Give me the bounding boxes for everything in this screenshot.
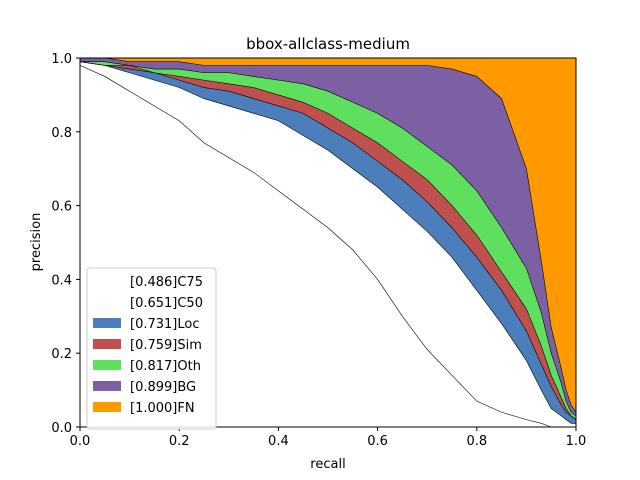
x-tick-label: 0.4 bbox=[268, 434, 289, 449]
x-axis: 0.0 0.2 0.4 0.6 0.8 1.0 bbox=[70, 427, 587, 449]
area-loc bbox=[80, 61, 576, 424]
y-tick-label: 0.8 bbox=[51, 126, 72, 141]
legend-swatch-c50 bbox=[93, 297, 121, 307]
area-bg bbox=[80, 58, 576, 416]
legend-swatch-fn bbox=[93, 402, 121, 412]
y-tick-label: 0.4 bbox=[51, 273, 72, 288]
curve-bg bbox=[80, 57, 577, 413]
legend-swatch-sim bbox=[93, 339, 121, 349]
y-tick-label: 1.0 bbox=[51, 52, 72, 67]
curve-sim bbox=[79, 61, 577, 420]
legend-swatch-loc bbox=[93, 318, 121, 328]
area-sim bbox=[80, 61, 576, 420]
legend-swatch-bg bbox=[93, 381, 121, 391]
y-tick-label: 0.2 bbox=[51, 347, 72, 362]
curve-c50 bbox=[79, 61, 576, 424]
legend-label-loc: [0.731]Loc bbox=[130, 317, 199, 332]
legend-label-fn: [1.000]FN bbox=[130, 401, 195, 416]
curve-oth bbox=[80, 61, 577, 417]
legend-swatch-oth bbox=[93, 360, 121, 370]
y-axis: 0.0 0.2 0.4 0.6 0.8 1.0 bbox=[51, 52, 80, 436]
chart-title: bbox-allclass-medium bbox=[246, 35, 410, 53]
y-axis-label: precision bbox=[29, 213, 44, 272]
legend-label-bg: [0.899]BG bbox=[130, 380, 196, 395]
y-tick-label: 0.0 bbox=[51, 421, 72, 436]
legend-label-c75: [0.486]C75 bbox=[130, 275, 203, 290]
y-tick-label: 0.6 bbox=[51, 200, 72, 215]
legend-swatch-c75 bbox=[93, 276, 121, 286]
curve-loc bbox=[79, 61, 577, 420]
legend-label-c50: [0.651]C50 bbox=[130, 296, 203, 311]
legend: [0.486]C75 [0.651]C50 [0.731]Loc [0.759]Sim… bbox=[86, 267, 217, 430]
area-c50 bbox=[80, 61, 576, 427]
area-fn bbox=[80, 58, 576, 413]
legend-label-oth: [0.817]Oth bbox=[130, 359, 201, 374]
x-tick-label: 1.0 bbox=[566, 434, 587, 449]
plot-frame bbox=[79, 57, 577, 428]
x-tick-label: 0.0 bbox=[70, 434, 91, 449]
x-axis-label: recall bbox=[310, 457, 345, 472]
x-tick-label: 0.2 bbox=[169, 434, 190, 449]
x-tick-label: 0.8 bbox=[466, 434, 487, 449]
legend-label-sim: [0.759]Sim bbox=[130, 338, 202, 353]
x-tick-label: 0.6 bbox=[367, 434, 388, 449]
